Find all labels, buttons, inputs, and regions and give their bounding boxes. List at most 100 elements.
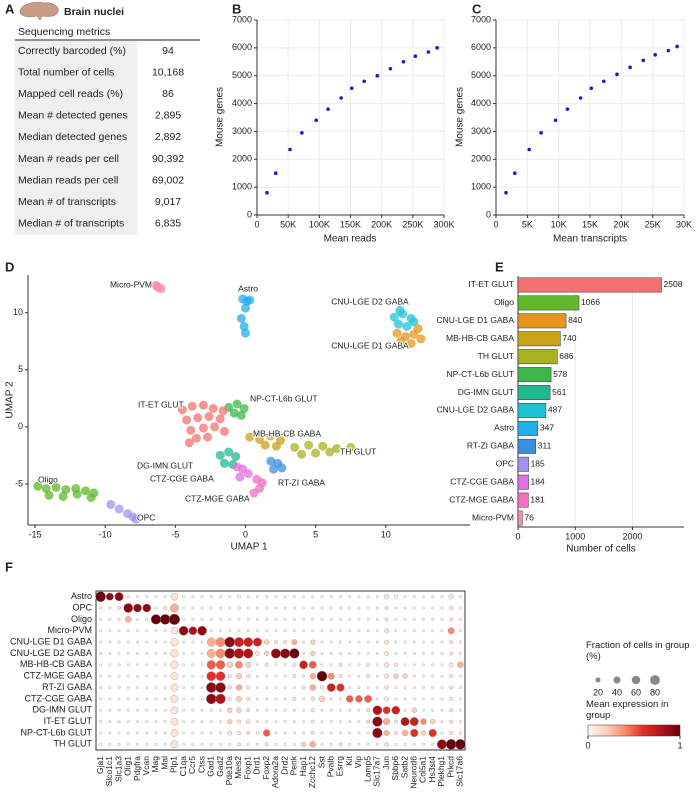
- dot: [403, 708, 407, 712]
- umap-point: [290, 442, 300, 452]
- dot: [215, 637, 226, 647]
- dot: [224, 636, 236, 648]
- umap-point: [266, 456, 276, 466]
- y-tick-label: CNU-LGE D2 GABA: [437, 405, 515, 415]
- row-label: RT-ZI GABA: [42, 682, 92, 692]
- umap-point: [218, 406, 228, 416]
- dot: [283, 640, 288, 645]
- x-tick-label: 0: [243, 529, 248, 539]
- umap-point: [193, 413, 203, 423]
- dot: [182, 652, 186, 655]
- dot: [182, 720, 186, 724]
- dot: [228, 629, 232, 633]
- dot: [394, 742, 398, 746]
- dot: [410, 728, 419, 738]
- dot: [108, 629, 112, 633]
- row-label: NP-CT-L6b GLUT: [20, 727, 92, 737]
- dot: [95, 591, 106, 602]
- dot: [200, 674, 204, 678]
- umap-point: [232, 399, 242, 409]
- dot: [348, 652, 352, 655]
- dot: [320, 595, 324, 599]
- value-label: 76: [524, 512, 534, 522]
- x-tick-label: 25K: [645, 219, 661, 229]
- dot: [393, 662, 398, 667]
- dot: [366, 674, 371, 679]
- dot: [375, 742, 379, 746]
- cluster-label: CTZ-MGE GABA: [185, 493, 250, 503]
- umap-point: [235, 472, 245, 482]
- dot: [235, 660, 243, 669]
- dot: [329, 606, 333, 610]
- y-tick-label: 2000: [232, 154, 252, 164]
- dot: [394, 652, 398, 655]
- y-tick-label: 7000: [471, 14, 491, 24]
- dot: [283, 708, 287, 712]
- dot: [393, 673, 399, 679]
- dot: [372, 716, 383, 727]
- dot: [154, 697, 158, 701]
- column-label: Kit: [344, 755, 354, 766]
- dot: [339, 697, 342, 701]
- dot: [422, 629, 425, 633]
- dot: [320, 606, 324, 610]
- dot: [154, 674, 158, 678]
- dot: [270, 648, 281, 659]
- dot: [394, 697, 398, 701]
- column-label: Hap1: [298, 756, 308, 777]
- row-label: OPC: [72, 602, 92, 612]
- row-label: CNU-LGE D2 GABA: [10, 648, 92, 658]
- dot: [346, 695, 354, 703]
- umap-point: [204, 412, 214, 422]
- dot: [431, 640, 435, 644]
- y-tick-label: 5000: [232, 70, 252, 80]
- dot: [136, 697, 139, 701]
- cluster-label: CNU-LGE D1 GABA: [331, 340, 409, 350]
- dot: [108, 640, 112, 644]
- dot: [440, 731, 444, 735]
- row-label: CNU-LGE D1 GABA: [10, 636, 92, 646]
- dot: [302, 595, 305, 599]
- dot: [403, 606, 407, 610]
- dot: [237, 719, 241, 724]
- row-value: 6,835: [155, 218, 181, 230]
- dot: [357, 663, 361, 667]
- umap-point: [215, 414, 225, 424]
- size-legend-label: 20: [593, 687, 603, 697]
- cluster-label: RT-ZI GABA: [278, 477, 325, 487]
- dot: [431, 686, 435, 689]
- y-tick-label: 4000: [471, 98, 491, 108]
- dot: [126, 652, 130, 655]
- dot: [200, 652, 204, 655]
- dot: [163, 606, 168, 610]
- x-tick-label: 0: [254, 219, 259, 229]
- dot: [420, 718, 427, 725]
- dot: [99, 708, 103, 712]
- dot: [108, 708, 112, 712]
- dot: [412, 697, 416, 701]
- point: [288, 147, 292, 152]
- dot: [145, 742, 149, 746]
- point: [675, 44, 679, 49]
- y-tick-label: Astro: [494, 423, 514, 433]
- dot: [133, 603, 142, 613]
- dot: [431, 606, 435, 610]
- x-tick-label: 30K: [676, 219, 692, 229]
- column-label: Slc1a3: [113, 756, 123, 782]
- dot: [412, 674, 416, 678]
- row-value: 10,168: [152, 66, 184, 78]
- umap-point: [266, 431, 276, 441]
- dot: [292, 742, 296, 746]
- dot: [302, 720, 305, 724]
- dot: [170, 740, 179, 749]
- dot: [274, 629, 278, 633]
- dot: [458, 606, 462, 610]
- dot: [182, 617, 186, 621]
- umap-point: [208, 404, 218, 414]
- dot: [422, 686, 425, 689]
- dot: [431, 742, 435, 746]
- dot: [237, 594, 241, 599]
- dot: [237, 629, 241, 633]
- dot: [145, 720, 149, 724]
- dot: [348, 617, 352, 621]
